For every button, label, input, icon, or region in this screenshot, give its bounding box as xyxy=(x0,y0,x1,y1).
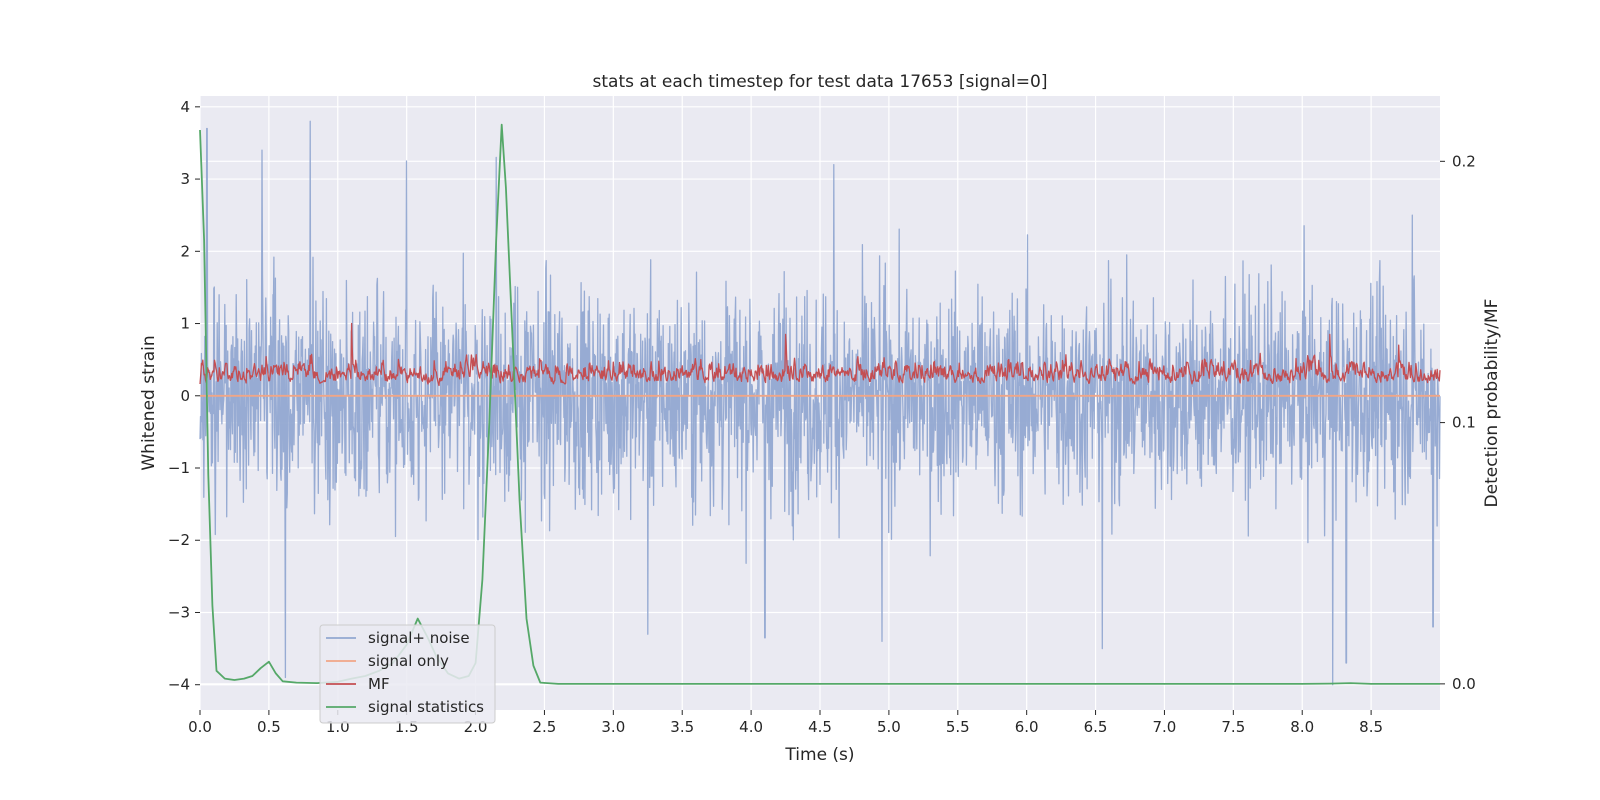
x-tick-label: 4.0 xyxy=(739,718,763,736)
x-tick-label: 3.0 xyxy=(601,718,625,736)
legend-box xyxy=(319,624,496,724)
y-tick-label: 3 xyxy=(180,170,190,188)
legend-label-signal-noise: signal+ noise xyxy=(368,629,470,647)
y2-axis-title: Detection probability/MF xyxy=(1482,299,1502,508)
y-tick-label: 1 xyxy=(180,315,190,333)
y-tick-label: −2 xyxy=(168,531,190,549)
x-tick-label: 4.5 xyxy=(808,718,832,736)
legend-label-signal-only: signal only xyxy=(368,652,449,670)
series-mf xyxy=(199,322,1441,387)
x-tick-label: 3.5 xyxy=(670,718,694,736)
y-tick-label: 2 xyxy=(180,242,190,260)
x-tick-label: 6.0 xyxy=(1015,718,1039,736)
x-tick-label: 0.0 xyxy=(188,718,212,736)
x-tick-label: 7.0 xyxy=(1153,718,1177,736)
x-tick-label: 6.5 xyxy=(1084,718,1108,736)
x-tick-label: 5.0 xyxy=(877,718,901,736)
y-tick-label: −4 xyxy=(168,676,190,694)
legend-label-signal-statistics: signal statistics xyxy=(368,698,484,716)
y-tick-label: −1 xyxy=(168,459,190,477)
x-tick-label: 8.5 xyxy=(1359,718,1383,736)
x-axis-title: Time (s) xyxy=(784,745,854,765)
x-tick-label: 5.5 xyxy=(946,718,970,736)
x-tick-label: 8.0 xyxy=(1290,718,1314,736)
legend: signal+ noise signal only MF signal stat… xyxy=(319,624,496,724)
grid xyxy=(199,96,1440,710)
y-axis-title: Whitened strain xyxy=(139,335,159,470)
y-tick-label: −3 xyxy=(168,603,190,621)
legend-label-mf: MF xyxy=(368,675,390,693)
x-tick-label: 0.5 xyxy=(257,718,281,736)
y2-tick-label: 0.2 xyxy=(1452,152,1476,170)
x-tick-label: 2.5 xyxy=(533,718,557,736)
chart-title: stats at each timestep for test data 176… xyxy=(593,72,1048,92)
y2-tick-label: 0.1 xyxy=(1452,414,1476,432)
series-signal-noise xyxy=(199,120,1441,686)
y-tick-label: 4 xyxy=(180,98,190,116)
x-tick-label: 7.5 xyxy=(1221,718,1245,736)
y2-tick-label: 0.0 xyxy=(1452,675,1476,693)
y-tick-label: 0 xyxy=(180,387,190,405)
